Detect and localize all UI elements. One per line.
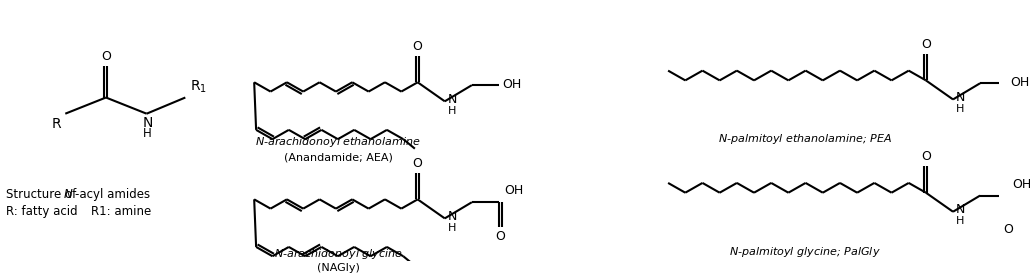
Text: H: H (143, 127, 152, 140)
Text: R1: amine: R1: amine (92, 205, 151, 218)
Text: R: R (52, 117, 62, 130)
Text: N: N (64, 188, 72, 201)
Text: H: H (956, 104, 964, 114)
Text: $N$-arachidonoyl ethanolamine: $N$-arachidonoyl ethanolamine (255, 135, 421, 149)
Text: O: O (413, 157, 422, 170)
Text: $N$-palmitoyl ethanolamine; PEA: $N$-palmitoyl ethanolamine; PEA (718, 132, 892, 146)
Text: Structure of: Structure of (6, 188, 80, 201)
Text: N: N (448, 210, 457, 223)
Text: OH: OH (504, 185, 523, 197)
Text: $N$-arachidonoyl glycine: $N$-arachidonoyl glycine (274, 247, 403, 261)
Text: N: N (956, 91, 965, 104)
Text: R$_1$: R$_1$ (191, 78, 207, 95)
Text: N: N (956, 203, 965, 216)
Text: OH: OH (502, 78, 521, 91)
Text: O: O (495, 230, 506, 243)
Text: O: O (921, 38, 931, 51)
Text: (Anandamide; AEA): (Anandamide; AEA) (284, 153, 392, 162)
Text: R: fatty acid: R: fatty acid (6, 205, 78, 218)
Text: H: H (448, 106, 456, 116)
Text: O: O (413, 40, 422, 53)
Text: OH: OH (1010, 76, 1029, 89)
Text: O: O (1004, 223, 1014, 236)
Text: O: O (101, 50, 111, 63)
Text: H: H (448, 223, 456, 233)
Text: $N$-palmitoyl glycine; PalGly: $N$-palmitoyl glycine; PalGly (729, 245, 881, 259)
Text: N: N (142, 115, 152, 130)
Text: -acyl amides: -acyl amides (75, 188, 150, 201)
Text: H: H (956, 216, 964, 226)
Text: O: O (921, 150, 931, 163)
Text: OH: OH (1012, 178, 1030, 191)
Text: N: N (448, 93, 457, 106)
Text: (NAGly): (NAGly) (317, 263, 359, 273)
